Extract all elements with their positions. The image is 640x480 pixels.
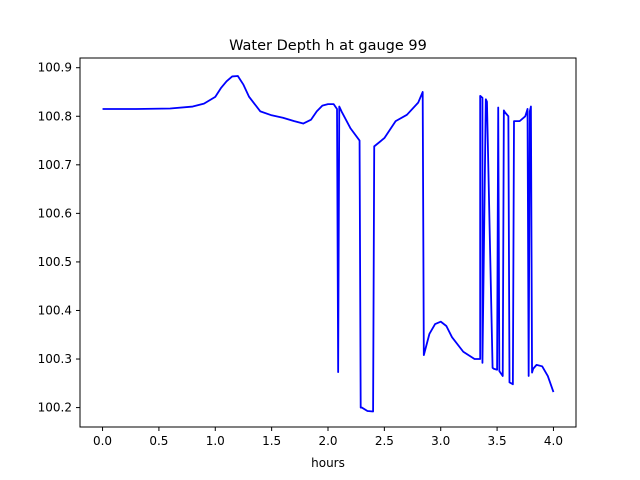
- x-tick-label: 3.5: [488, 434, 507, 448]
- y-tick-label: 100.7: [38, 158, 72, 172]
- y-axis-ticks: 100.2 100.3 100.4 100.5 100.6 100.7 100.8 100.9: [38, 61, 80, 415]
- chart-title: Water Depth h at gauge 99: [229, 38, 427, 54]
- x-tick-label: 3.0: [431, 434, 450, 448]
- y-tick-label: 100.2: [38, 401, 72, 415]
- x-tick-label: 0.0: [93, 434, 112, 448]
- x-tick-label: 2.0: [318, 434, 337, 448]
- x-tick-label: 2.5: [375, 434, 394, 448]
- y-tick-label: 100.5: [38, 255, 72, 269]
- x-axis-ticks: 0.0 0.5 1.0 1.5 2.0 2.5 3.0 3.5 4.0: [93, 427, 563, 448]
- x-tick-label: 1.0: [206, 434, 225, 448]
- y-tick-label: 100.9: [38, 61, 72, 75]
- y-tick-label: 100.4: [38, 303, 72, 317]
- y-tick-label: 100.6: [38, 206, 72, 220]
- series-line-water-depth: [102, 75, 555, 413]
- x-tick-label: 4.0: [544, 434, 563, 448]
- x-tick-label: 1.5: [262, 434, 281, 448]
- y-tick-label: 100.8: [38, 109, 72, 123]
- x-tick-label: 0.5: [149, 434, 168, 448]
- x-axis-label: hours: [311, 456, 345, 470]
- plot-area-frame: [79, 57, 577, 428]
- y-tick-label: 100.3: [38, 352, 72, 366]
